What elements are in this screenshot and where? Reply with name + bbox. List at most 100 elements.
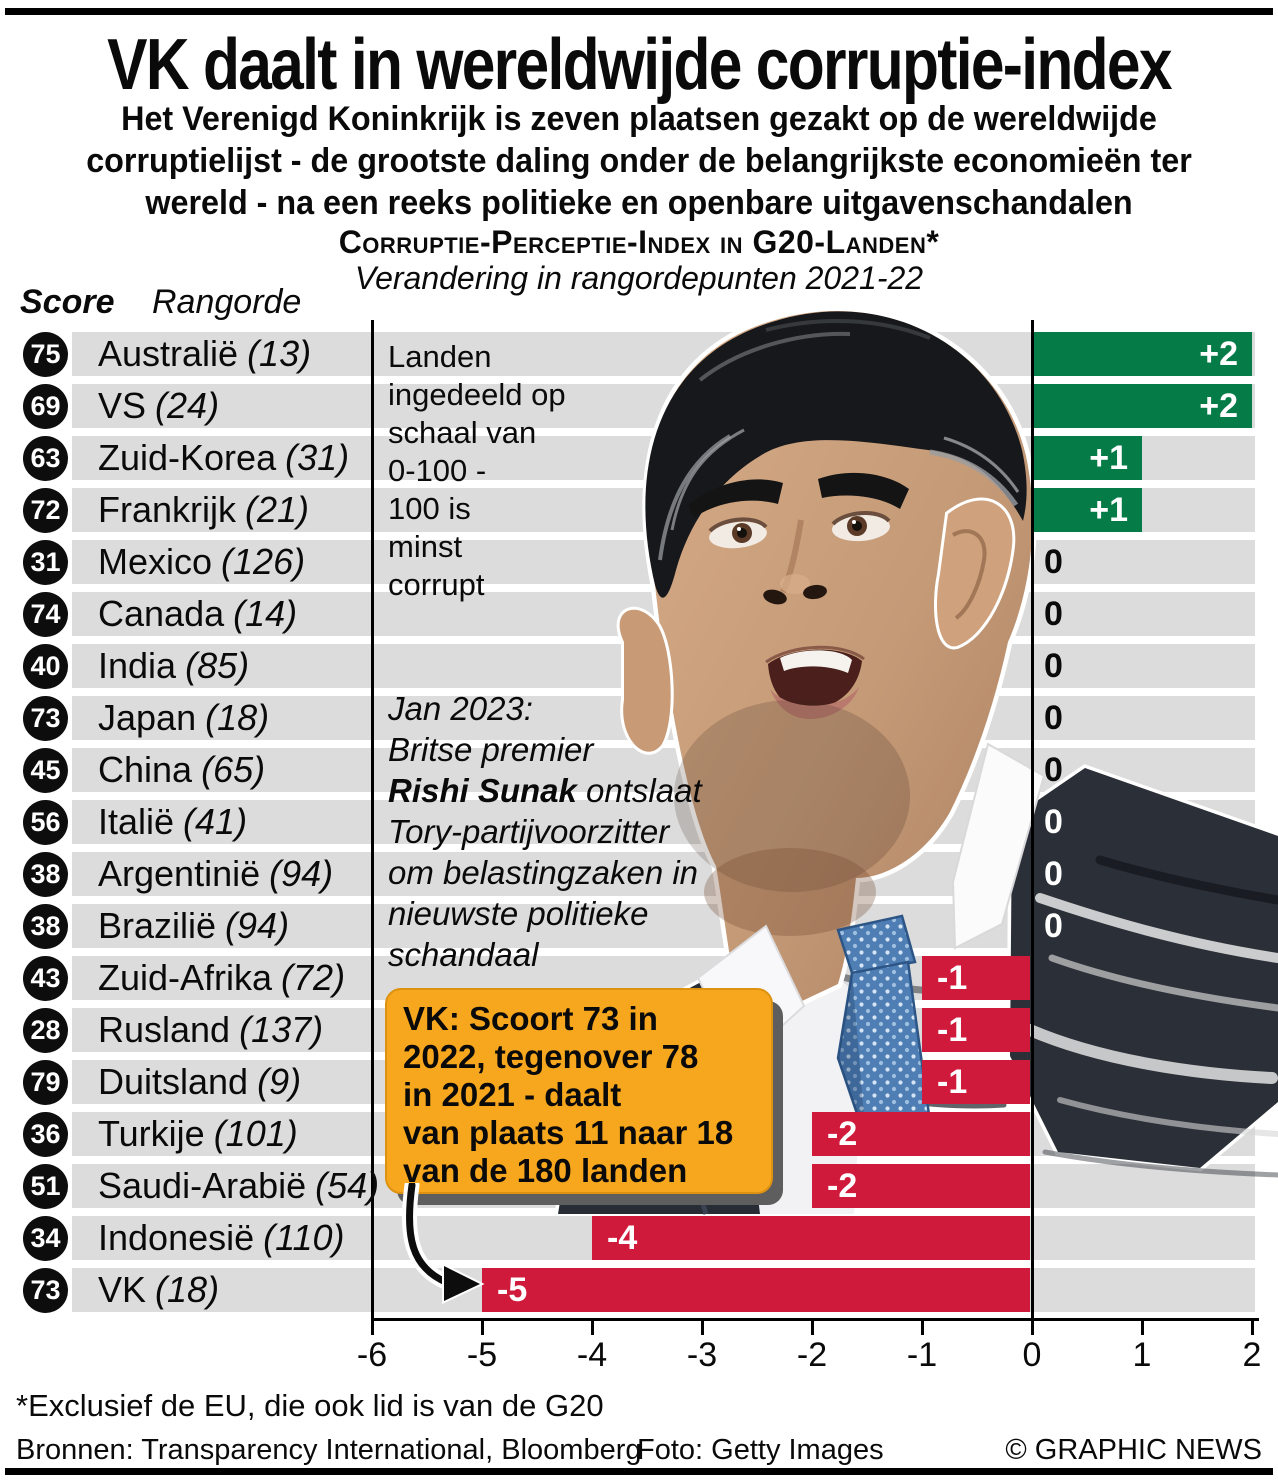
country-rank: (94) bbox=[269, 853, 334, 894]
score-badge: 28 bbox=[23, 1008, 68, 1053]
country-name: Duitsland bbox=[98, 1061, 249, 1102]
copyright: © GRAPHIC NEWS bbox=[1005, 1434, 1262, 1466]
score-badge: 51 bbox=[23, 1164, 68, 1209]
change-zero-label: 0 bbox=[1044, 595, 1063, 633]
x-axis-tick bbox=[591, 1318, 594, 1335]
country-label: Brazilië (94) bbox=[98, 904, 289, 948]
callout-line: van plaats 11 naar 18 bbox=[403, 1114, 734, 1151]
jan-note-line: om belastingzaken in bbox=[388, 854, 699, 891]
country-label: Canada (14) bbox=[98, 592, 297, 636]
country-rank: (13) bbox=[247, 333, 312, 374]
score-badge: 45 bbox=[23, 748, 68, 793]
score-badge: 31 bbox=[23, 540, 68, 585]
nose bbox=[763, 519, 827, 605]
plot-left-axis-line bbox=[371, 320, 374, 1320]
country-rank: (110) bbox=[263, 1217, 345, 1258]
x-axis-tick-label: -4 bbox=[576, 1336, 608, 1374]
eyes bbox=[708, 511, 891, 549]
change-bar-positive: +2 bbox=[1034, 384, 1252, 428]
country-name: Frankrijk bbox=[98, 489, 237, 530]
country-label: VS (24) bbox=[98, 384, 219, 428]
footnote: *Exclusief de EU, die ook lid is van de … bbox=[16, 1388, 604, 1423]
country-label: Australië (13) bbox=[98, 332, 311, 376]
x-axis-tick-label: -6 bbox=[356, 1336, 388, 1374]
scale-note-line: corrupt bbox=[388, 567, 485, 602]
scale-note-line: minst bbox=[388, 529, 463, 564]
country-label: Saudi-Arabië (54) bbox=[98, 1164, 379, 1208]
sources-credit: Bronnen: Transparency International, Blo… bbox=[16, 1434, 642, 1466]
x-axis-tick-label: -5 bbox=[466, 1336, 498, 1374]
x-axis-tick-label: -1 bbox=[906, 1336, 938, 1374]
country-label: China (65) bbox=[98, 748, 265, 792]
country-name: Brazilië bbox=[98, 905, 217, 946]
country-rank: (65) bbox=[201, 749, 266, 790]
x-axis-tick-label: 2 bbox=[1242, 1336, 1262, 1374]
jan-note-line: Britse premier bbox=[388, 731, 594, 768]
suit-right-shoulder bbox=[1006, 764, 1278, 1178]
change-zero-label: 0 bbox=[1044, 647, 1063, 685]
score-badge: 38 bbox=[23, 904, 68, 949]
country-name: Argentinië bbox=[98, 853, 261, 894]
chart-title: Corruptie-Perceptie-Index in G20-Landen* bbox=[338, 224, 940, 260]
change-bar-positive: +1 bbox=[1034, 488, 1142, 532]
jan-note-line: Jan 2023: bbox=[388, 690, 533, 727]
x-axis-tick bbox=[1141, 1318, 1144, 1335]
x-axis-tick bbox=[921, 1318, 924, 1335]
score-badge: 73 bbox=[23, 696, 68, 741]
left-ear bbox=[616, 606, 674, 755]
country-label: Indonesië (110) bbox=[98, 1216, 345, 1260]
country-name: Saudi-Arabië bbox=[98, 1165, 307, 1206]
x-axis-tick bbox=[1031, 1318, 1034, 1335]
callout-line: van de 180 landen bbox=[403, 1152, 688, 1189]
x-axis-tick bbox=[371, 1318, 374, 1335]
mouth bbox=[765, 645, 865, 720]
score-badge: 63 bbox=[23, 436, 68, 481]
country-label: India (85) bbox=[98, 644, 249, 688]
country-name: China bbox=[98, 749, 193, 790]
score-badge: 69 bbox=[23, 384, 68, 429]
subtitle-line: Het Verenigd Koninkrijk is zeven plaatse… bbox=[121, 100, 1157, 138]
country-label: Japan (18) bbox=[98, 696, 269, 740]
score-badge: 74 bbox=[23, 592, 68, 637]
change-zero-label: 0 bbox=[1044, 907, 1063, 945]
jan-note-line: nieuwste politieke bbox=[388, 895, 649, 932]
country-label: VK (18) bbox=[98, 1268, 219, 1312]
country-name: VK bbox=[98, 1269, 147, 1310]
tie bbox=[836, 914, 932, 1142]
change-zero-label: 0 bbox=[1044, 699, 1063, 737]
change-bar-negative: -1 bbox=[922, 1008, 1030, 1052]
country-rank: (18) bbox=[205, 697, 270, 738]
country-label: Rusland (137) bbox=[98, 1008, 323, 1052]
country-rank: (41) bbox=[183, 801, 248, 842]
scale-note: Landen ingedeeld op schaal van 0-100 - 1… bbox=[388, 338, 566, 604]
jan-note-line: schandaal bbox=[388, 936, 539, 973]
country-label: Duitsland (9) bbox=[98, 1060, 301, 1104]
callout-line: VK: Scoort 73 in bbox=[403, 1000, 658, 1037]
page-title: VK daalt in wereldwijde corruptie-index bbox=[107, 25, 1172, 105]
callout-line: in 2021 - daalt bbox=[403, 1076, 622, 1113]
right-eyebrow bbox=[818, 472, 909, 509]
change-bar-negative: -1 bbox=[922, 1060, 1030, 1104]
photo-credit: Foto: Getty Images bbox=[637, 1434, 884, 1466]
country-rank: (101) bbox=[213, 1113, 298, 1154]
change-bar-negative: -2 bbox=[812, 1112, 1030, 1156]
country-name: Zuid-Korea bbox=[98, 437, 277, 478]
bottom-rule bbox=[5, 1468, 1273, 1475]
jan-note-line: Rishi Sunak ontslaat bbox=[388, 772, 702, 809]
country-rank: (85) bbox=[185, 645, 250, 686]
x-axis-tick bbox=[1251, 1318, 1254, 1335]
country-label: Zuid-Korea (31) bbox=[98, 436, 349, 480]
hair bbox=[645, 311, 1027, 598]
country-rank: (21) bbox=[245, 489, 310, 530]
country-label: Turkije (101) bbox=[98, 1112, 298, 1156]
score-badge: 56 bbox=[23, 800, 68, 845]
country-name: Indonesië bbox=[98, 1217, 255, 1258]
callout-arrow bbox=[401, 1183, 485, 1305]
change-zero-label: 0 bbox=[1044, 855, 1063, 893]
vk-callout-box: VK: Scoort 73 in 2022, tegenover 78 in 2… bbox=[385, 988, 773, 1194]
scale-note-line: ingedeeld op bbox=[388, 377, 566, 412]
chart-subtitle: Verandering in rangordepunten 2021-22 bbox=[354, 260, 924, 296]
x-axis-line bbox=[371, 1318, 1259, 1321]
country-rank: (137) bbox=[239, 1009, 324, 1050]
x-axis-tick bbox=[701, 1318, 704, 1335]
